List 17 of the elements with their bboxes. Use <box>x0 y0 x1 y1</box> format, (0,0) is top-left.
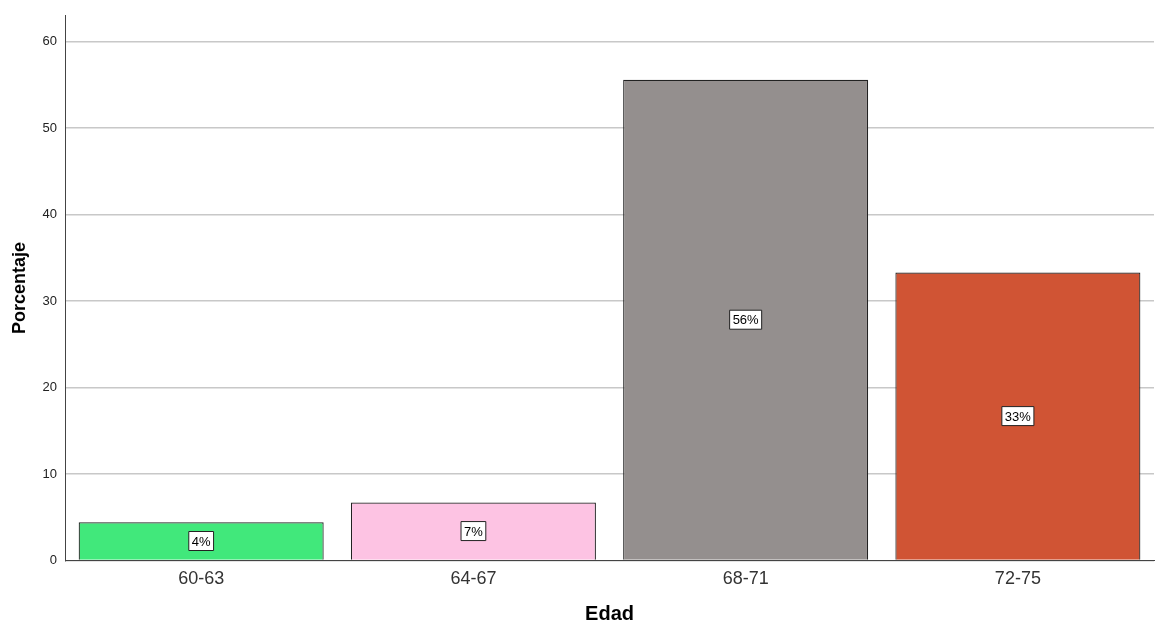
y-tick-label: 0 <box>49 551 58 567</box>
x-tick-label: 72-75 <box>994 568 1041 589</box>
y-tick-label: 40 <box>42 206 58 222</box>
x-tick-label: 64-67 <box>450 568 497 589</box>
y-axis-title: Porcentaje <box>8 242 29 335</box>
y-tick-label: 60 <box>42 33 58 49</box>
x-axis-title: Edad <box>585 601 634 624</box>
y-tick-label: 10 <box>42 465 58 481</box>
data-label: 4% <box>191 533 212 549</box>
data-label: 7% <box>464 523 484 539</box>
x-tick-label: 60-63 <box>178 568 225 589</box>
y-tick-label: 20 <box>42 379 58 395</box>
data-label: 56% <box>732 312 760 328</box>
y-tick-label: 50 <box>42 119 58 135</box>
y-tick-label: 30 <box>42 292 58 308</box>
x-tick-label: 68-71 <box>722 568 769 589</box>
data-label: 33% <box>1004 408 1032 424</box>
